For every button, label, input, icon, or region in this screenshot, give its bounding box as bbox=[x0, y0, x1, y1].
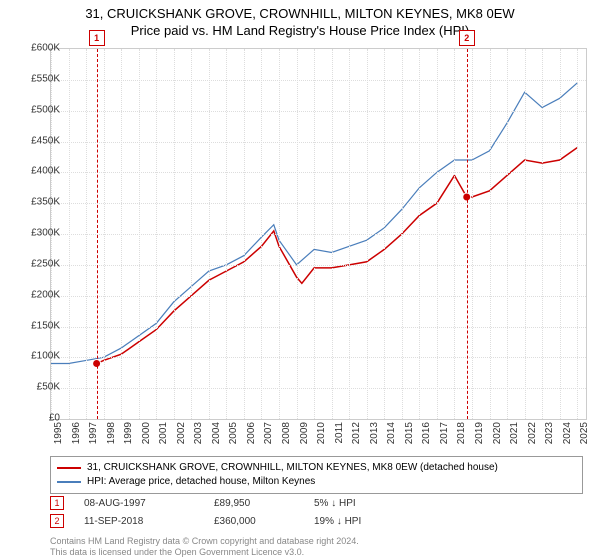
footnote: Contains HM Land Registry data © Crown c… bbox=[50, 536, 359, 558]
sale-price: £89,950 bbox=[214, 498, 294, 509]
series-property bbox=[97, 148, 578, 364]
y-tick-label: £300K bbox=[10, 228, 60, 239]
x-tick-label: 2025 bbox=[579, 422, 590, 444]
x-tick-label: 2017 bbox=[439, 422, 450, 444]
x-tick-label: 2010 bbox=[316, 422, 327, 444]
sale-price: £360,000 bbox=[214, 516, 294, 527]
sale-row: 1 08-AUG-1997 £89,950 5% ↓ HPI bbox=[50, 496, 583, 510]
y-tick-label: £450K bbox=[10, 135, 60, 146]
x-tick-label: 1995 bbox=[53, 422, 64, 444]
x-tick-label: 2011 bbox=[334, 422, 345, 444]
sale-date: 11-SEP-2018 bbox=[84, 516, 194, 527]
x-tick-label: 2022 bbox=[527, 422, 538, 444]
x-tick-label: 2001 bbox=[158, 422, 169, 444]
sale-delta: 19% ↓ HPI bbox=[314, 516, 404, 527]
chart-plot-area bbox=[50, 48, 587, 420]
x-tick-label: 1998 bbox=[106, 422, 117, 444]
sale-row: 2 11-SEP-2018 £360,000 19% ↓ HPI bbox=[50, 514, 583, 528]
y-tick-label: £400K bbox=[10, 166, 60, 177]
x-tick-label: 2018 bbox=[456, 422, 467, 444]
x-tick-label: 2007 bbox=[263, 422, 274, 444]
x-tick-label: 2005 bbox=[228, 422, 239, 444]
legend-row-property: 31, CRUICKSHANK GROVE, CROWNHILL, MILTON… bbox=[57, 461, 576, 475]
x-tick-label: 2023 bbox=[544, 422, 555, 444]
footnote-line2: This data is licensed under the Open Gov… bbox=[50, 547, 359, 558]
sale-delta: 5% ↓ HPI bbox=[314, 498, 404, 509]
x-tick-label: 2002 bbox=[176, 422, 187, 444]
x-tick-label: 2020 bbox=[492, 422, 503, 444]
x-tick-label: 2009 bbox=[299, 422, 310, 444]
x-tick-label: 2012 bbox=[351, 422, 362, 444]
x-tick-label: 2003 bbox=[193, 422, 204, 444]
x-tick-label: 2016 bbox=[421, 422, 432, 444]
x-tick-label: 2008 bbox=[281, 422, 292, 444]
sale-detail-rows: 1 08-AUG-1997 £89,950 5% ↓ HPI 2 11-SEP-… bbox=[50, 496, 583, 532]
sale-marker-1: 1 bbox=[50, 496, 64, 510]
y-tick-label: £50K bbox=[10, 382, 60, 393]
legend-swatch-property bbox=[57, 467, 81, 469]
x-tick-label: 2006 bbox=[246, 422, 257, 444]
x-tick-label: 2000 bbox=[141, 422, 152, 444]
y-tick-label: £600K bbox=[10, 43, 60, 54]
y-tick-label: £250K bbox=[10, 258, 60, 269]
y-tick-label: £550K bbox=[10, 73, 60, 84]
sale-marker-box: 2 bbox=[459, 30, 475, 46]
legend: 31, CRUICKSHANK GROVE, CROWNHILL, MILTON… bbox=[50, 456, 583, 494]
x-tick-label: 2015 bbox=[404, 422, 415, 444]
footnote-line1: Contains HM Land Registry data © Crown c… bbox=[50, 536, 359, 547]
chart-container: 31, CRUICKSHANK GROVE, CROWNHILL, MILTON… bbox=[0, 0, 600, 560]
legend-row-hpi: HPI: Average price, detached house, Milt… bbox=[57, 475, 576, 489]
x-tick-label: 2021 bbox=[509, 422, 520, 444]
x-tick-label: 2004 bbox=[211, 422, 222, 444]
x-tick-label: 2024 bbox=[562, 422, 573, 444]
sale-marker-2: 2 bbox=[50, 514, 64, 528]
y-tick-label: £500K bbox=[10, 104, 60, 115]
sale-marker-box: 1 bbox=[89, 30, 105, 46]
legend-swatch-hpi bbox=[57, 481, 81, 483]
sale-date: 08-AUG-1997 bbox=[84, 498, 194, 509]
y-tick-label: £150K bbox=[10, 320, 60, 331]
x-tick-label: 1996 bbox=[71, 422, 82, 444]
legend-label-hpi: HPI: Average price, detached house, Milt… bbox=[87, 475, 315, 489]
y-tick-label: £100K bbox=[10, 351, 60, 362]
y-tick-label: £350K bbox=[10, 197, 60, 208]
y-tick-label: £200K bbox=[10, 289, 60, 300]
x-tick-label: 2019 bbox=[474, 422, 485, 444]
legend-label-property: 31, CRUICKSHANK GROVE, CROWNHILL, MILTON… bbox=[87, 461, 498, 475]
x-tick-label: 1999 bbox=[123, 422, 134, 444]
x-tick-label: 2014 bbox=[386, 422, 397, 444]
x-tick-label: 1997 bbox=[88, 422, 99, 444]
x-tick-label: 2013 bbox=[369, 422, 380, 444]
title-address: 31, CRUICKSHANK GROVE, CROWNHILL, MILTON… bbox=[0, 6, 600, 23]
